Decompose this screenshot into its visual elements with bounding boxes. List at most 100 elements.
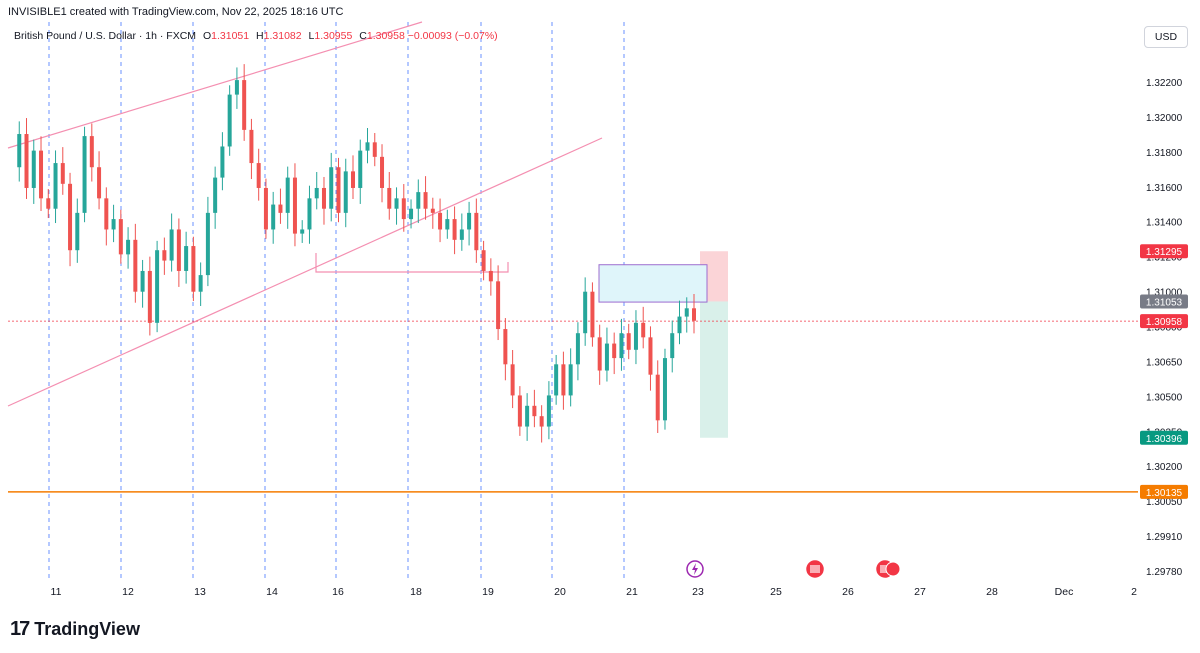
candle-body — [546, 395, 551, 427]
candle-body — [387, 187, 392, 209]
candle-body — [351, 171, 355, 188]
candle-body — [17, 134, 22, 168]
candle-body — [307, 198, 312, 230]
candle-body — [452, 219, 457, 240]
candle-body — [213, 177, 218, 213]
candle-body — [590, 291, 595, 338]
x-tick-label: 14 — [266, 586, 278, 598]
candle-body — [220, 146, 225, 178]
x-tick-label: 2 — [1131, 586, 1137, 598]
candle-body — [612, 343, 617, 359]
candle-body — [53, 163, 58, 209]
candle-body — [438, 212, 443, 230]
candle-body — [140, 270, 145, 292]
candle-body — [488, 270, 493, 282]
candle-body — [176, 229, 181, 271]
candle-body — [336, 167, 341, 213]
candle-body — [242, 80, 247, 130]
currency-button[interactable]: USD — [1144, 26, 1188, 48]
close-label: C — [359, 30, 367, 42]
y-tick-label: 1.32000 — [1146, 113, 1183, 124]
candle-body — [60, 163, 65, 184]
price-tag-entry — [1140, 294, 1188, 309]
range-box-line[interactable] — [315, 253, 509, 273]
second-flag-icon[interactable] — [885, 561, 901, 577]
candle-body — [496, 281, 501, 330]
candle-body — [568, 364, 573, 396]
y-tick-label: 1.31600 — [1146, 183, 1183, 194]
price-tag-label: 1.30958 — [1146, 317, 1183, 328]
candle-body — [481, 250, 486, 271]
y-tick-label: 1.31000 — [1146, 288, 1183, 299]
candle-body — [24, 134, 29, 188]
close-value: 1.30958 — [366, 30, 405, 42]
x-tick-label: 26 — [842, 586, 854, 598]
candle-body — [126, 239, 131, 255]
symbol-name: British Pound / U.S. Dollar · 1h · FXCM — [14, 30, 197, 42]
x-tick-label: 13 — [194, 586, 206, 598]
candle-body — [597, 337, 602, 371]
lightning-glyph — [692, 563, 698, 575]
candle-body — [278, 204, 283, 213]
candle-body — [409, 208, 414, 220]
take-profit-zone[interactable] — [700, 301, 728, 438]
candle-body — [633, 322, 638, 350]
candle-body — [670, 333, 675, 359]
y-tick-label: 1.30500 — [1146, 392, 1183, 403]
candle-body — [372, 142, 377, 157]
channel-upper-line[interactable] — [7, 21, 423, 149]
candle-body — [118, 219, 123, 255]
candle-body — [285, 177, 290, 213]
candle-body — [39, 150, 44, 199]
candle-body — [394, 198, 399, 209]
y-tick-label: 1.29780 — [1146, 567, 1183, 578]
candle-body — [198, 275, 203, 292]
y-tick-label: 1.30200 — [1146, 462, 1183, 473]
price-tag-label: 1.30396 — [1146, 434, 1183, 445]
candle-body — [97, 167, 102, 199]
price-tag-support — [1140, 484, 1188, 499]
x-tick-label: 16 — [332, 586, 344, 598]
logo-mark: 17 — [10, 618, 30, 640]
candle-body — [358, 150, 363, 188]
candle-body — [155, 250, 160, 323]
x-tick-label: 27 — [914, 586, 926, 598]
candle-body — [162, 250, 167, 261]
candle-body — [234, 80, 239, 95]
candle-body — [510, 364, 515, 396]
x-tick-label: 19 — [482, 586, 494, 598]
candle-body — [554, 364, 559, 396]
channel-lower-line[interactable] — [7, 137, 603, 407]
x-tick-label: 23 — [692, 586, 704, 598]
candle-body — [191, 246, 196, 292]
candle-body — [343, 171, 348, 213]
x-tick-label: 28 — [986, 586, 998, 598]
candle-body — [641, 322, 646, 338]
x-tick-label: 25 — [770, 586, 782, 598]
x-tick-label: 11 — [51, 586, 62, 598]
x-tick-label: 12 — [122, 586, 134, 598]
price-tag-label: 1.30135 — [1146, 488, 1183, 499]
candle-body — [604, 343, 609, 371]
fvg-zone[interactable] — [598, 264, 708, 303]
candle-body — [532, 405, 537, 417]
open-label: O — [202, 30, 212, 42]
candle-body — [401, 198, 406, 220]
candle-body — [539, 416, 544, 427]
candle-body — [82, 136, 87, 213]
candle-body — [467, 212, 472, 230]
candle-body — [561, 364, 566, 396]
y-tick-label: 1.30650 — [1146, 357, 1183, 368]
candle-body — [329, 167, 334, 209]
high-value: 1.31082 — [263, 30, 302, 42]
logo-text: TradingView — [34, 619, 140, 639]
candle-body — [46, 198, 51, 209]
candle-body — [423, 192, 428, 209]
open-value: 1.31051 — [211, 30, 250, 42]
candle-body — [184, 246, 189, 271]
symbol-legend: British Pound / U.S. Dollar · 1h · FXCM … — [14, 30, 498, 42]
x-tick-label: 21 — [626, 586, 638, 598]
candle-body — [416, 192, 421, 209]
candle-body — [662, 358, 667, 421]
